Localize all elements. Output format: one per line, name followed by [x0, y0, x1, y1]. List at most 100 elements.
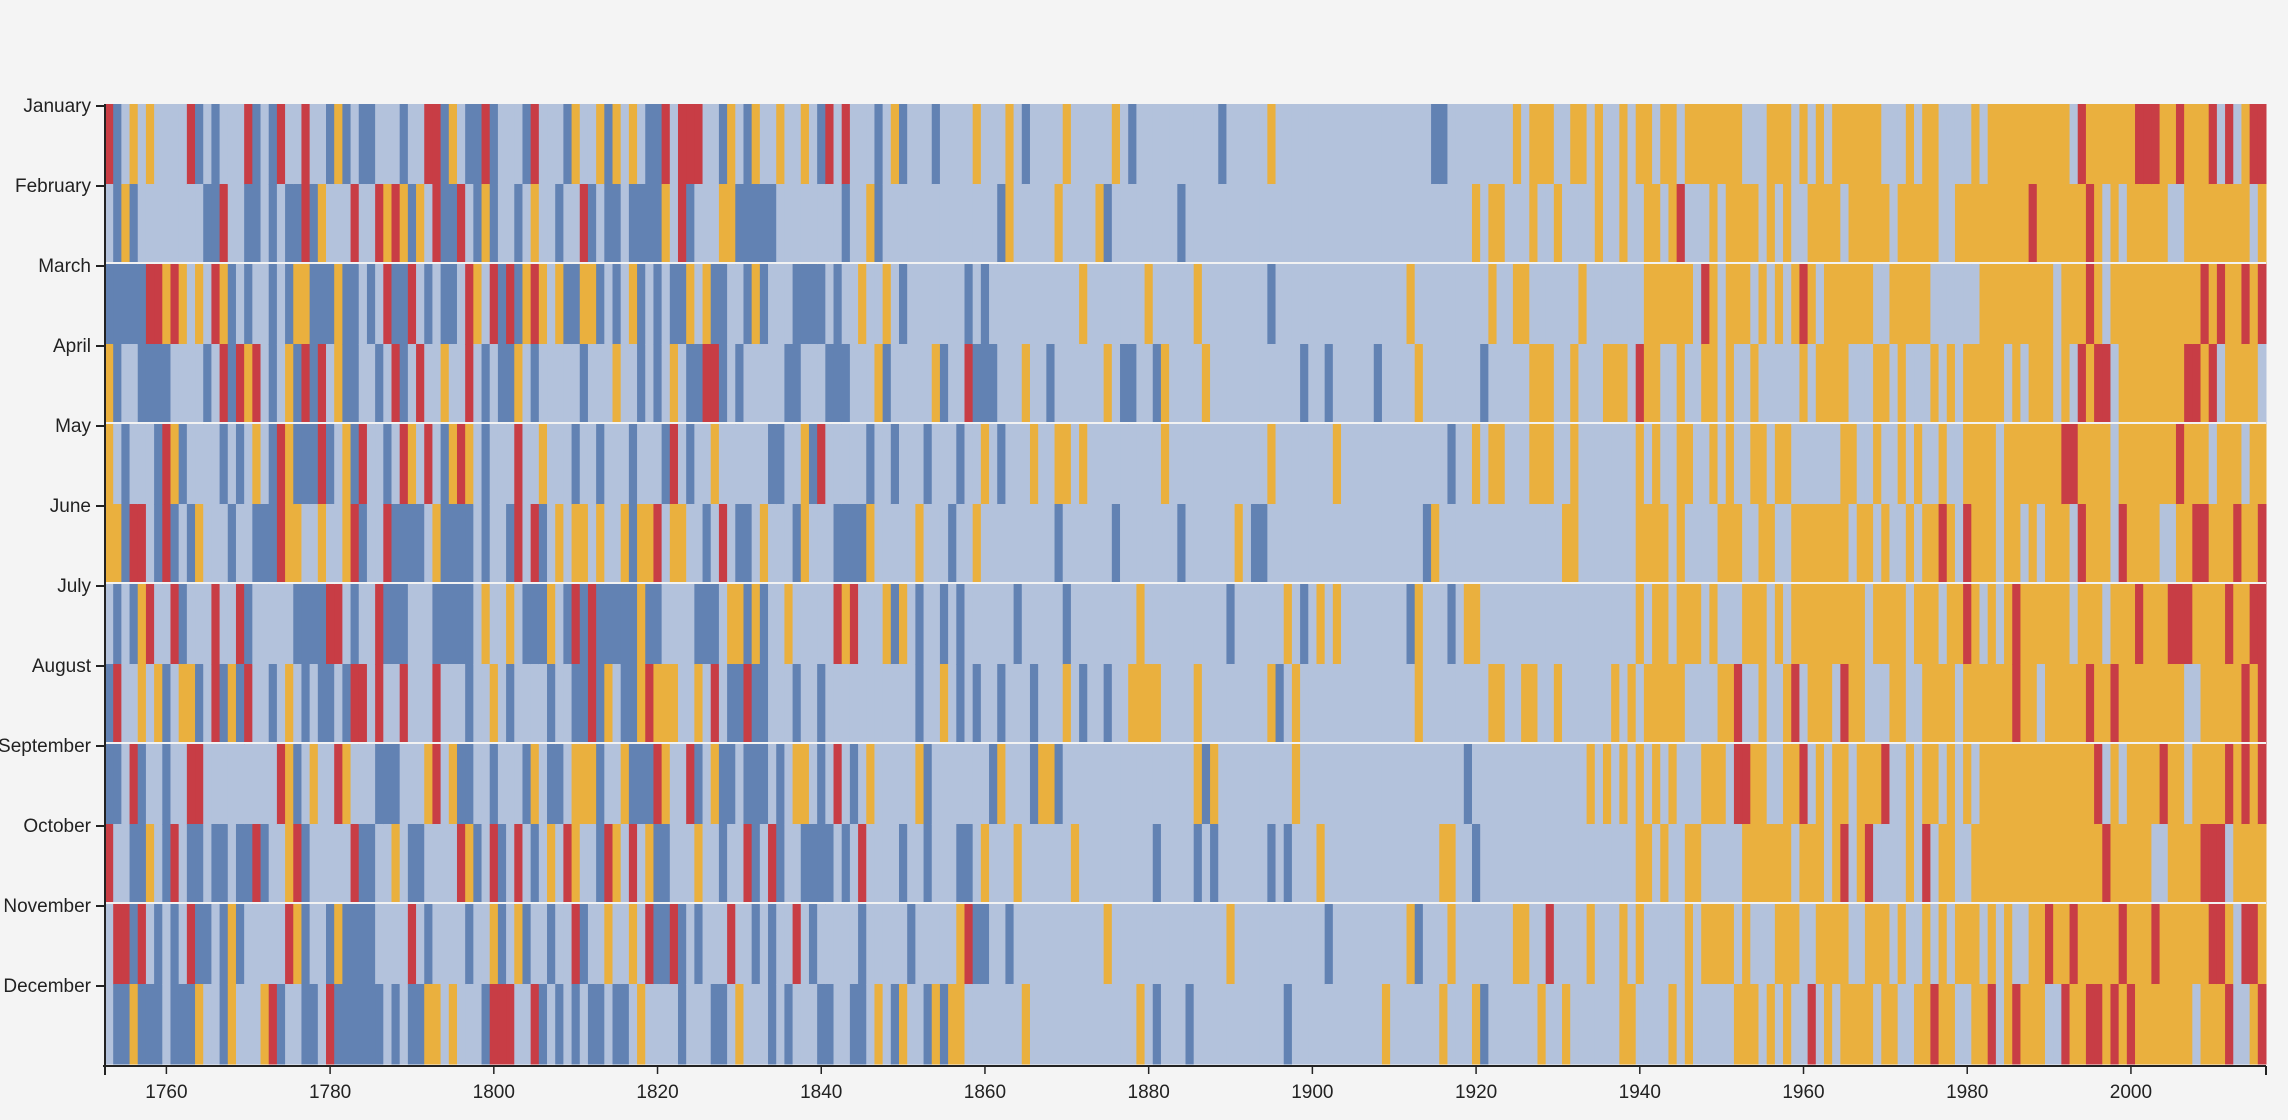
- heatmap-cell: [1324, 664, 1334, 745]
- heatmap-cell: [555, 344, 564, 425]
- heatmap-cell: [2175, 344, 2185, 425]
- heatmap-cell: [915, 184, 925, 265]
- heatmap-cell: [416, 424, 425, 505]
- heatmap-cell: [1897, 184, 1907, 265]
- heatmap-cell: [432, 584, 442, 665]
- heatmap-cell: [669, 424, 679, 505]
- heatmap-cell: [2061, 424, 2071, 505]
- heatmap-cell: [645, 264, 654, 345]
- heatmap-cell: [1873, 104, 1882, 185]
- heatmap-cell: [555, 264, 564, 345]
- heatmap-cell: [1103, 184, 1113, 265]
- heatmap-cell: [1758, 104, 1768, 185]
- heatmap-cell: [195, 984, 204, 1065]
- heatmap-cell: [1783, 664, 1792, 745]
- heatmap-cell: [2216, 744, 2226, 825]
- heatmap-cell: [170, 104, 180, 185]
- heatmap-cell: [1308, 264, 1317, 345]
- heatmap-cell: [1971, 184, 1981, 265]
- heatmap-cell: [1316, 744, 1326, 825]
- heatmap-cell: [170, 264, 180, 345]
- heatmap-cell: [1152, 504, 1162, 585]
- heatmap-cell: [317, 904, 327, 985]
- heatmap-cell: [317, 264, 327, 345]
- heatmap-cell: [980, 504, 990, 585]
- heatmap-cell: [399, 104, 409, 185]
- heatmap-cell: [1472, 104, 1481, 185]
- heatmap-cell: [1897, 744, 1907, 825]
- heatmap-cell: [1496, 424, 1506, 505]
- heatmap-cell: [555, 184, 564, 265]
- heatmap-cell: [989, 824, 998, 905]
- heatmap-cell: [612, 104, 622, 185]
- heatmap-cell: [121, 904, 131, 985]
- heatmap-cell: [1742, 824, 1751, 905]
- heatmap-cell: [1611, 744, 1620, 825]
- heatmap-cell: [1733, 264, 1743, 345]
- heatmap-cell: [1987, 184, 1997, 265]
- heatmap-cell: [2004, 184, 2013, 265]
- heatmap-cell: [653, 344, 663, 425]
- heatmap-cell: [1013, 904, 1023, 985]
- heatmap-cell: [1300, 904, 1309, 985]
- heatmap-cell: [1463, 184, 1473, 265]
- heatmap-cell: [1742, 984, 1751, 1065]
- heatmap-cell: [1422, 264, 1432, 345]
- heatmap-cell: [661, 264, 671, 345]
- heatmap-cell: [1087, 824, 1096, 905]
- heatmap-cell: [203, 104, 212, 185]
- heatmap-cell: [1693, 984, 1702, 1065]
- heatmap-cell: [137, 344, 147, 425]
- heatmap-cell: [612, 984, 622, 1065]
- heatmap-cell: [2053, 424, 2062, 505]
- heatmap-cell: [1807, 984, 1817, 1065]
- heatmap-cell: [2118, 104, 2128, 185]
- heatmap-cell: [1521, 904, 1530, 985]
- heatmap-cell: [579, 744, 589, 825]
- heatmap-cell: [727, 984, 736, 1065]
- heatmap-cell: [1070, 184, 1080, 265]
- heatmap-cell: [653, 904, 663, 985]
- heatmap-cell: [637, 584, 646, 665]
- heatmap-cell: [235, 264, 245, 345]
- heatmap-cell: [1864, 904, 1874, 985]
- heatmap-cell: [440, 664, 450, 745]
- x-tick-label: 1860: [964, 1082, 1006, 1103]
- heatmap-cell: [1766, 504, 1776, 585]
- heatmap-cell: [1889, 344, 1899, 425]
- heatmap-cell: [2249, 824, 2259, 905]
- heatmap-cell: [1341, 424, 1350, 505]
- heatmap-cell: [784, 984, 794, 1065]
- heatmap-cell: [2151, 424, 2161, 505]
- heatmap-cell: [702, 104, 712, 185]
- heatmap-cell: [391, 824, 401, 905]
- heatmap-cell: [203, 264, 212, 345]
- x-tick-label: 1920: [1455, 1082, 1497, 1103]
- heatmap-cell: [2167, 984, 2177, 1065]
- heatmap-cell: [366, 984, 376, 1065]
- heatmap-cell: [1095, 984, 1105, 1065]
- heatmap-cell: [808, 664, 818, 745]
- heatmap-cell: [1038, 744, 1047, 825]
- heatmap-cell: [121, 264, 131, 345]
- heatmap-cell: [890, 664, 900, 745]
- heatmap-cell: [997, 824, 1006, 905]
- heatmap-cell: [645, 824, 654, 905]
- heatmap-cell: [268, 264, 278, 345]
- heatmap-cell: [375, 504, 384, 585]
- heatmap-cell: [2175, 104, 2185, 185]
- heatmap-cell: [1250, 264, 1260, 345]
- heatmap-cell: [2061, 584, 2071, 665]
- heatmap-cell: [154, 984, 163, 1065]
- heatmap-cell: [702, 824, 712, 905]
- heatmap-cell: [1717, 584, 1727, 665]
- heatmap-cell: [383, 424, 392, 505]
- heatmap-cell: [800, 424, 810, 505]
- heatmap-cell: [2012, 424, 2021, 505]
- heatmap-cell: [1341, 744, 1350, 825]
- heatmap-cell: [1128, 664, 1137, 745]
- heatmap-cell: [1570, 184, 1579, 265]
- heatmap-cell: [1349, 984, 1358, 1065]
- heatmap-cell: [1381, 264, 1391, 345]
- heatmap-cell: [391, 264, 401, 345]
